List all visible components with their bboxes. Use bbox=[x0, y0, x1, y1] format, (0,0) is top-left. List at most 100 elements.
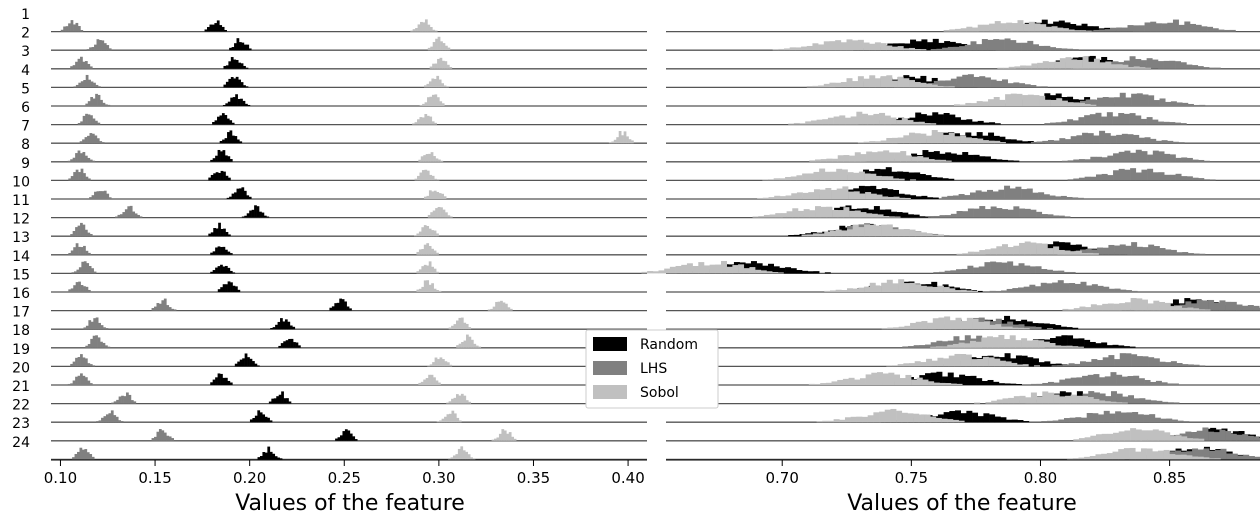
histogram-bin bbox=[511, 436, 515, 441]
histogram-bin bbox=[1116, 393, 1123, 404]
histogram-bin bbox=[163, 298, 167, 311]
histogram-bin bbox=[1140, 448, 1147, 460]
histogram-bin bbox=[416, 233, 420, 237]
histogram-bin bbox=[1132, 412, 1139, 423]
histogram-bin bbox=[424, 19, 428, 32]
histogram-bin bbox=[871, 152, 878, 162]
histogram-bin bbox=[1105, 396, 1112, 404]
histogram-bin bbox=[823, 41, 830, 51]
histogram-bin bbox=[1007, 321, 1014, 330]
histogram-bin bbox=[1004, 383, 1011, 385]
histogram-bin bbox=[987, 336, 993, 348]
histogram-bin bbox=[1001, 159, 1008, 162]
histogram-bin bbox=[981, 380, 988, 385]
histogram-bin bbox=[1147, 303, 1154, 311]
histogram-bin bbox=[949, 41, 956, 51]
histogram-bin bbox=[1106, 453, 1113, 460]
histogram-bin bbox=[1053, 246, 1060, 255]
histogram-bin bbox=[448, 458, 451, 460]
histogram-bin bbox=[427, 24, 431, 32]
histogram-bin bbox=[92, 365, 96, 367]
histogram-bin bbox=[939, 153, 946, 162]
histogram-bin bbox=[1125, 245, 1132, 255]
histogram-bin bbox=[921, 195, 928, 199]
histogram-bin bbox=[256, 206, 260, 218]
histogram-bin bbox=[1053, 394, 1060, 404]
histogram-bin bbox=[83, 173, 86, 181]
histogram-bin bbox=[420, 381, 424, 385]
histogram-bin bbox=[669, 266, 676, 274]
histogram-bin bbox=[1182, 252, 1189, 255]
histogram-bin bbox=[948, 355, 955, 367]
histogram-bin bbox=[87, 157, 91, 162]
histogram-bin bbox=[1084, 339, 1091, 348]
histogram-bin bbox=[137, 214, 140, 218]
histogram-sobol bbox=[416, 280, 442, 292]
histogram-bin bbox=[257, 410, 261, 423]
row-label: 20 bbox=[12, 360, 30, 376]
histogram-lhs bbox=[77, 113, 101, 125]
histogram-bin bbox=[1058, 419, 1065, 423]
histogram-bin bbox=[960, 289, 967, 292]
histogram-bin bbox=[1064, 22, 1071, 32]
histogram-bin bbox=[945, 152, 952, 162]
histogram-bin bbox=[429, 364, 433, 367]
histogram-bin bbox=[1158, 151, 1165, 162]
histogram-bin bbox=[870, 173, 877, 181]
histogram-bin bbox=[70, 363, 73, 367]
histogram-bin bbox=[79, 141, 83, 144]
histogram-bin bbox=[891, 171, 898, 181]
histogram-sobol bbox=[974, 391, 1128, 404]
histogram-bin bbox=[958, 342, 965, 348]
histogram-bin bbox=[1005, 139, 1012, 144]
histogram-bin bbox=[103, 190, 107, 199]
histogram-bin bbox=[966, 26, 973, 32]
histogram-bin bbox=[84, 229, 88, 237]
histogram-bin bbox=[1130, 428, 1137, 441]
histogram-bin bbox=[1047, 248, 1054, 255]
histogram-bin bbox=[954, 410, 961, 423]
histogram-bin bbox=[70, 250, 74, 255]
histogram-bin bbox=[1054, 61, 1061, 69]
histogram-bin bbox=[1116, 64, 1123, 69]
histogram-sobol bbox=[456, 334, 482, 348]
histogram-bin bbox=[100, 325, 104, 330]
histogram-bin bbox=[455, 394, 459, 404]
histogram-bin bbox=[920, 75, 927, 88]
histogram-bin bbox=[1187, 307, 1194, 311]
histogram-bin bbox=[1069, 271, 1076, 274]
histogram-bin bbox=[444, 361, 448, 367]
histogram-bin bbox=[513, 438, 517, 441]
histogram-bin bbox=[984, 209, 991, 218]
histogram-bin bbox=[290, 338, 294, 348]
histogram-bin bbox=[847, 172, 854, 181]
histogram-bin bbox=[914, 133, 921, 144]
histogram-bin bbox=[451, 398, 454, 404]
histogram-bin bbox=[1102, 96, 1109, 106]
histogram-bin bbox=[1093, 58, 1100, 69]
histogram-bin bbox=[1084, 103, 1091, 106]
histogram-bin bbox=[221, 113, 225, 125]
histogram-bin bbox=[775, 213, 782, 218]
histogram-bin bbox=[862, 416, 869, 423]
histogram-bin bbox=[1014, 66, 1021, 69]
histogram-bin bbox=[786, 211, 793, 218]
histogram-sobol bbox=[416, 243, 439, 255]
histogram-bin bbox=[969, 340, 976, 348]
histogram-bin bbox=[1079, 249, 1086, 255]
histogram-bin bbox=[1181, 157, 1188, 162]
histogram-bin bbox=[272, 453, 276, 460]
histogram-bin bbox=[329, 307, 333, 311]
histogram-bin bbox=[1078, 338, 1085, 348]
histogram-bin bbox=[937, 285, 944, 292]
histogram-sobol bbox=[416, 261, 439, 274]
histogram-bin bbox=[732, 265, 739, 274]
histogram-bin bbox=[87, 252, 91, 255]
histogram-bin bbox=[1253, 305, 1260, 311]
histogram-bin bbox=[915, 196, 922, 199]
histogram-bin bbox=[1146, 58, 1153, 69]
histogram-bin bbox=[465, 451, 469, 460]
histogram-bin bbox=[1038, 340, 1045, 348]
histogram-sobol bbox=[997, 56, 1152, 69]
